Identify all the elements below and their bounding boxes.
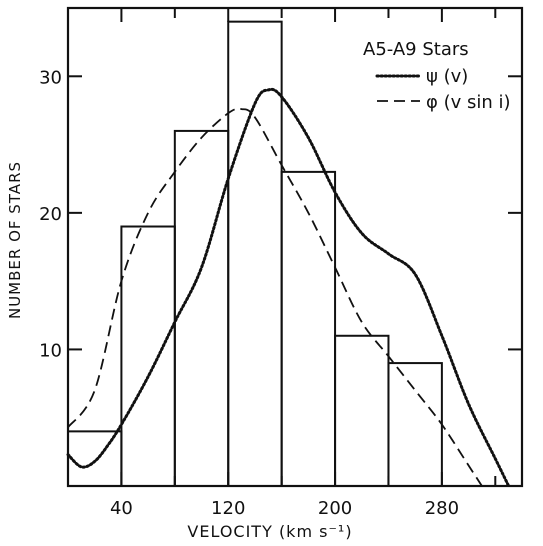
x-tick-label-280: 280 [425, 498, 459, 519]
series-line-psi [66, 87, 511, 488]
x-tick-label-120: 120 [211, 498, 245, 519]
legend-heading: A5-A9 Stars [363, 39, 469, 60]
histogram-bar-5 [334, 334, 390, 487]
y-axis-label: NUMBER OF STARS [6, 161, 24, 319]
histogram-bar-6 [387, 362, 443, 488]
legend-label-phi: φ (v sin i) [426, 92, 511, 113]
plot-frame [66, 6, 524, 488]
x-tick-label-40: 40 [110, 498, 133, 519]
histogram-bar-4 [280, 170, 337, 487]
x-tick-label-200: 200 [318, 498, 352, 519]
y-tick-label-10: 10 [39, 340, 62, 361]
histogram-bar-1 [120, 225, 176, 487]
series-line-phi [67, 107, 483, 487]
y-tick-label-30: 30 [39, 67, 62, 88]
legend: A5-A9 Stars ψ (v) φ (v sin i) [363, 39, 511, 113]
x-axis-label: VELOCITY (km s⁻¹) [187, 522, 352, 541]
y-tick-label-20: 20 [39, 204, 62, 225]
legend-label-psi: ψ (v) [426, 66, 468, 87]
histogram-bar-3 [227, 20, 283, 488]
plot-area: 40 120 200 280 10 20 30 [39, 6, 524, 519]
